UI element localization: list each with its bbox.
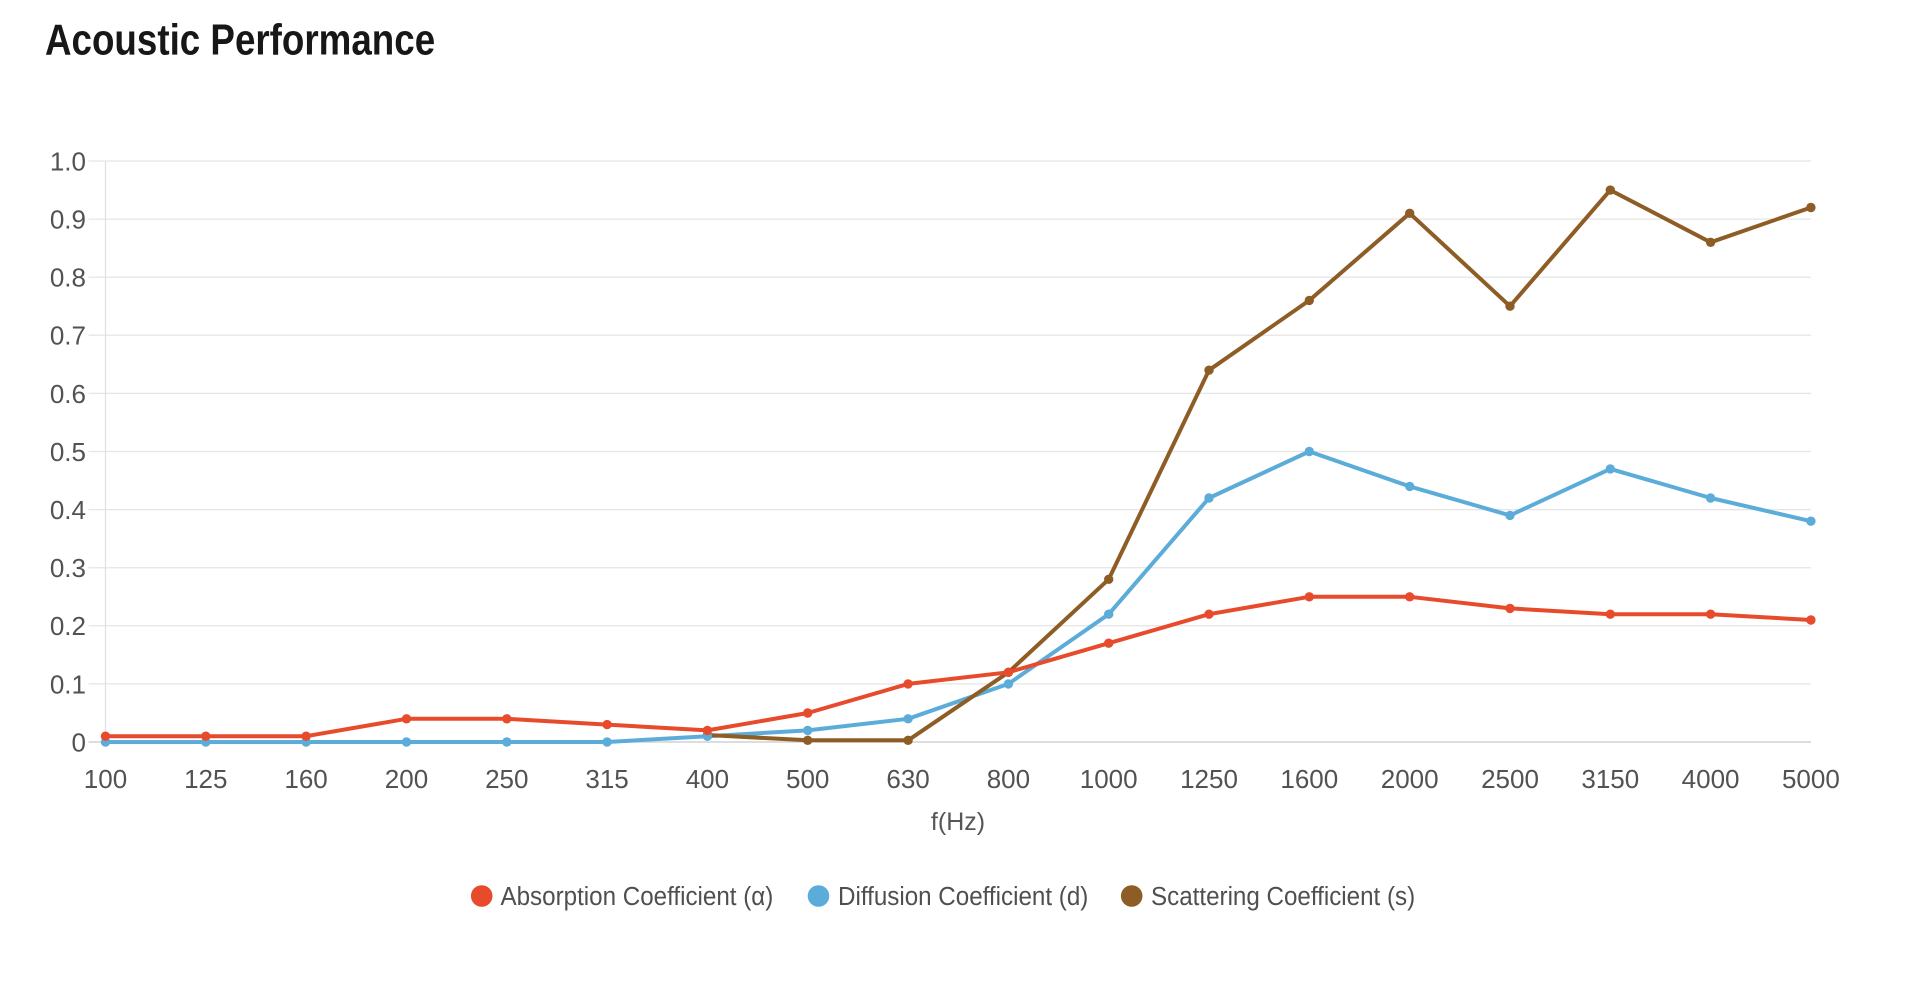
svg-text:400: 400 <box>686 764 729 794</box>
svg-text:3150: 3150 <box>1581 764 1639 794</box>
svg-text:2000: 2000 <box>1381 764 1439 794</box>
svg-text:Scattering Coefficient (s): Scattering Coefficient (s) <box>1151 882 1415 911</box>
svg-text:0: 0 <box>72 727 86 757</box>
svg-text:0.2: 0.2 <box>50 611 86 641</box>
svg-text:f(Hz): f(Hz) <box>931 808 985 836</box>
svg-text:500: 500 <box>786 764 829 794</box>
svg-text:1600: 1600 <box>1280 764 1338 794</box>
svg-text:1.0: 1.0 <box>50 146 86 176</box>
svg-text:Diffusion Coefficient (d): Diffusion Coefficient (d) <box>838 882 1088 911</box>
svg-text:0.3: 0.3 <box>50 553 86 583</box>
svg-text:5000: 5000 <box>1782 764 1840 794</box>
svg-text:0.5: 0.5 <box>50 437 86 467</box>
svg-text:100: 100 <box>84 764 127 794</box>
svg-text:200: 200 <box>385 764 428 794</box>
svg-text:1000: 1000 <box>1080 764 1138 794</box>
svg-text:Acoustic Performance: Acoustic Performance <box>45 16 435 65</box>
svg-text:0.9: 0.9 <box>50 205 86 235</box>
svg-text:Absorption Coefficient (α): Absorption Coefficient (α) <box>501 882 774 911</box>
svg-text:630: 630 <box>886 764 929 794</box>
svg-text:0.8: 0.8 <box>50 263 86 293</box>
svg-text:0.7: 0.7 <box>50 321 86 351</box>
svg-text:2500: 2500 <box>1481 764 1539 794</box>
svg-text:4000: 4000 <box>1682 764 1740 794</box>
svg-text:0.1: 0.1 <box>50 669 86 699</box>
svg-text:315: 315 <box>585 764 628 794</box>
svg-text:800: 800 <box>987 764 1030 794</box>
svg-text:0.6: 0.6 <box>50 379 86 409</box>
svg-text:125: 125 <box>184 764 227 794</box>
svg-text:1250: 1250 <box>1180 764 1238 794</box>
svg-text:160: 160 <box>284 764 327 794</box>
svg-text:0.4: 0.4 <box>50 495 86 525</box>
svg-text:250: 250 <box>485 764 528 794</box>
